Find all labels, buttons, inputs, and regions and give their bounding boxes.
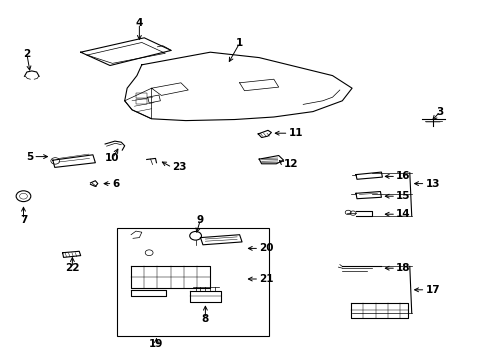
Text: 13: 13 xyxy=(425,179,439,189)
Text: 11: 11 xyxy=(288,128,303,138)
Text: 9: 9 xyxy=(197,215,203,225)
Text: 1: 1 xyxy=(236,38,243,48)
Text: 6: 6 xyxy=(112,179,120,189)
Text: 8: 8 xyxy=(202,314,208,324)
Text: 17: 17 xyxy=(425,285,439,295)
Text: 22: 22 xyxy=(65,263,80,273)
Text: 14: 14 xyxy=(395,209,410,219)
Text: 10: 10 xyxy=(105,153,120,163)
Text: 4: 4 xyxy=(135,18,143,28)
Text: 16: 16 xyxy=(395,171,410,181)
Text: 12: 12 xyxy=(283,159,298,169)
Text: 20: 20 xyxy=(259,243,273,253)
Text: 21: 21 xyxy=(259,274,273,284)
Text: 5: 5 xyxy=(26,152,33,162)
Text: 7: 7 xyxy=(20,215,27,225)
Text: 23: 23 xyxy=(172,162,186,172)
Text: 18: 18 xyxy=(395,263,410,273)
Text: 19: 19 xyxy=(149,339,163,349)
Text: 15: 15 xyxy=(395,191,410,201)
Text: 2: 2 xyxy=(23,49,30,59)
Text: 3: 3 xyxy=(436,107,443,117)
